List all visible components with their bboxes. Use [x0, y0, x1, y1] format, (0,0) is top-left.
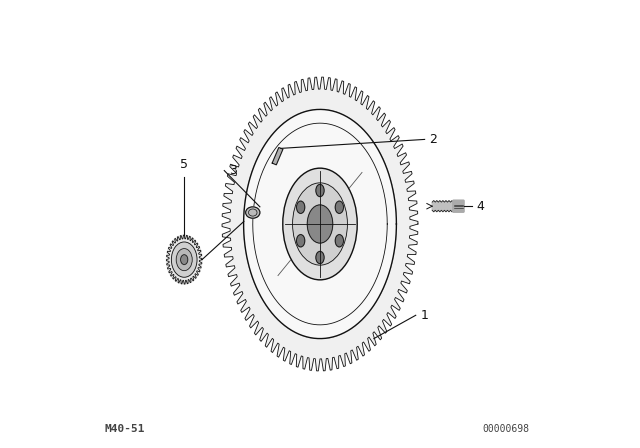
FancyBboxPatch shape [452, 200, 464, 212]
Ellipse shape [316, 185, 324, 197]
Text: 3: 3 [228, 164, 237, 177]
Ellipse shape [296, 201, 305, 213]
Polygon shape [432, 201, 454, 212]
Ellipse shape [176, 249, 192, 271]
Ellipse shape [316, 251, 324, 263]
Ellipse shape [166, 235, 202, 284]
Polygon shape [222, 77, 418, 371]
Ellipse shape [335, 235, 344, 247]
Text: M40-51: M40-51 [104, 424, 145, 434]
Ellipse shape [244, 109, 396, 339]
Text: 2: 2 [429, 133, 437, 146]
Text: 1: 1 [420, 309, 428, 322]
Ellipse shape [296, 235, 305, 247]
Ellipse shape [307, 205, 333, 243]
Ellipse shape [246, 207, 260, 218]
Ellipse shape [335, 201, 344, 213]
Ellipse shape [172, 242, 197, 277]
Ellipse shape [292, 183, 348, 265]
Text: 00000698: 00000698 [483, 424, 529, 434]
Ellipse shape [283, 168, 357, 280]
Text: 4: 4 [477, 200, 484, 213]
Text: 5: 5 [180, 158, 188, 171]
Ellipse shape [180, 255, 188, 264]
Polygon shape [272, 147, 283, 165]
